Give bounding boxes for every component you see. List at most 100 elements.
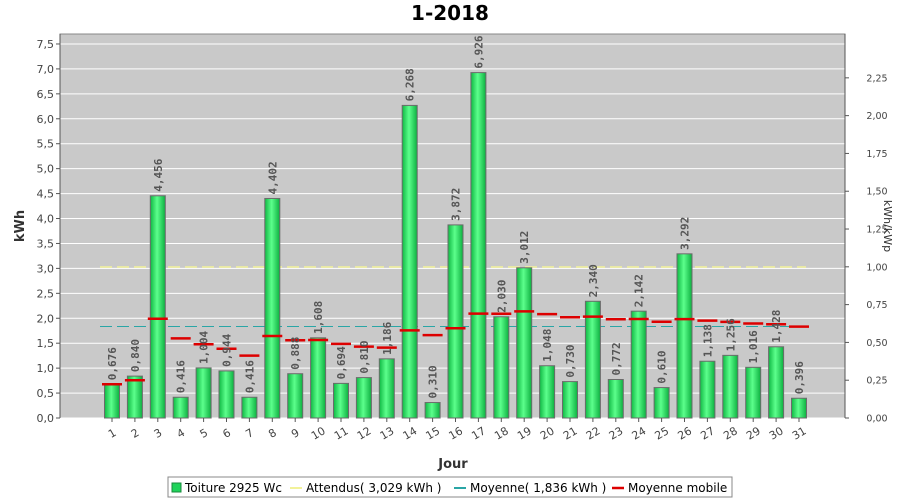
bar <box>287 373 304 419</box>
data-label: 2,142 <box>633 274 646 307</box>
x-tick-label: 4 <box>175 426 188 441</box>
y-right-tick-label: 0,00 <box>866 414 887 425</box>
bar <box>447 224 464 419</box>
x-tick-label: 7 <box>243 426 256 441</box>
y-right-tick-label: 0,25 <box>866 376 887 387</box>
legend-moyenne: Moyenne( 1,836 kWh ) <box>470 481 606 495</box>
legend: Toiture 2925 Wc Attendus( 3,029 kWh ) Mo… <box>167 476 733 498</box>
data-label: 0,840 <box>129 339 142 372</box>
y-tick-label: 6,5 <box>37 88 55 101</box>
legend-swatch-toiture <box>171 482 182 493</box>
data-label: 0,416 <box>175 360 188 393</box>
bar <box>630 310 647 419</box>
bar <box>172 396 189 419</box>
data-label: 3,292 <box>679 217 692 250</box>
x-axis-label: Jour <box>437 457 468 472</box>
x-tick-label: 12 <box>355 424 374 442</box>
y-tick-label: 7,5 <box>37 38 55 51</box>
bar <box>310 337 327 419</box>
data-label: 1,186 <box>381 321 394 354</box>
legend-box <box>167 476 733 498</box>
bar <box>333 382 349 419</box>
y-tick-label: 3,5 <box>37 237 55 250</box>
bar <box>493 316 510 419</box>
x-tick-label: 9 <box>289 426 302 441</box>
x-tick-label: 6 <box>220 426 233 441</box>
x-axis-ticks: 1 2 3 4 5 6 7 8 9 10 11 12 13 14 15 16 17 18 19 20 21 22 23 24 2… <box>106 418 809 443</box>
data-label: 0,944 <box>221 333 234 366</box>
y-tick-label: 2,5 <box>37 287 55 300</box>
data-label: 1,048 <box>541 329 554 362</box>
data-label: 0,730 <box>564 344 577 377</box>
data-label: 1,004 <box>198 330 211 363</box>
data-label: 3,872 <box>450 188 463 221</box>
x-tick-label: 2 <box>129 426 142 441</box>
chart-title: 1-2018 <box>411 1 489 25</box>
x-tick-label: 5 <box>198 426 211 441</box>
data-label: 0,772 <box>610 342 623 375</box>
x-tick-label: 11 <box>332 424 351 442</box>
bar <box>768 346 785 419</box>
bar <box>676 253 693 419</box>
x-tick-label: 10 <box>309 424 328 442</box>
x-tick-label: 16 <box>446 424 465 442</box>
x-tick-label: 17 <box>469 424 488 442</box>
data-label: 0,888 <box>289 337 302 370</box>
x-tick-label: 28 <box>721 424 740 442</box>
data-label: 1,608 <box>312 301 325 334</box>
bar <box>378 358 395 419</box>
bar <box>584 300 601 419</box>
bar <box>104 383 120 419</box>
y-tick-label: 7,0 <box>37 63 55 76</box>
y-right-tick-label: 0,50 <box>866 338 887 349</box>
data-label: 4,402 <box>266 161 279 194</box>
bar <box>355 377 372 419</box>
y-right-tick-label: 1,75 <box>866 149 887 160</box>
y-right-tick-label: 0,75 <box>866 300 887 311</box>
x-tick-label: 13 <box>378 424 397 442</box>
x-tick-label: 30 <box>767 424 786 442</box>
bar <box>241 396 258 419</box>
x-tick-label: 25 <box>653 424 672 442</box>
legend-moyenne-mobile: Moyenne mobile <box>628 481 727 495</box>
bar <box>424 402 441 419</box>
y-tick-label: 5,0 <box>37 163 55 176</box>
bar <box>699 360 716 419</box>
x-tick-label: 26 <box>675 424 694 442</box>
data-label: 0,676 <box>106 347 119 380</box>
data-label: 0,416 <box>243 360 256 393</box>
legend-toiture: Toiture 2925 Wc <box>184 481 282 495</box>
data-label: 1,016 <box>747 330 760 363</box>
x-tick-label: 24 <box>630 424 649 442</box>
bar <box>516 267 533 419</box>
bar <box>264 197 281 419</box>
y-right-tick-label: 1,50 <box>866 187 887 198</box>
bar <box>149 195 166 419</box>
bar <box>470 72 487 419</box>
y-tick-label: 6,0 <box>37 113 55 126</box>
bars <box>104 72 807 419</box>
x-tick-label: 18 <box>492 424 511 442</box>
x-tick-label: 21 <box>561 424 580 442</box>
y-right-tick-label: 2,25 <box>866 73 887 84</box>
x-tick-label: 31 <box>790 424 809 442</box>
y-axis-ticks: 0,0 0,5 1,0 1,5 2,0 2,5 3,0 3,5 4,0 4,5 5,0 5,5 6,0 6… <box>37 38 60 425</box>
x-tick-label: 1 <box>106 426 119 441</box>
data-label: 0,610 <box>656 350 669 383</box>
data-label: 6,268 <box>404 68 417 101</box>
y-right-tick-label: 1,00 <box>866 262 887 273</box>
bar <box>607 379 624 419</box>
y-tick-label: 1,0 <box>37 362 55 375</box>
y-tick-label: 3,0 <box>37 262 55 275</box>
bar <box>653 387 670 419</box>
bar <box>562 381 578 419</box>
bar <box>791 397 807 419</box>
y-right-tick-label: 1,25 <box>866 225 887 236</box>
data-label: 4,456 <box>152 158 165 191</box>
bar <box>401 104 418 419</box>
y-tick-label: 1,5 <box>37 337 55 350</box>
x-tick-label: 14 <box>401 424 420 442</box>
y-axis-label: kWh <box>13 210 28 242</box>
data-label: 2,340 <box>587 264 600 297</box>
